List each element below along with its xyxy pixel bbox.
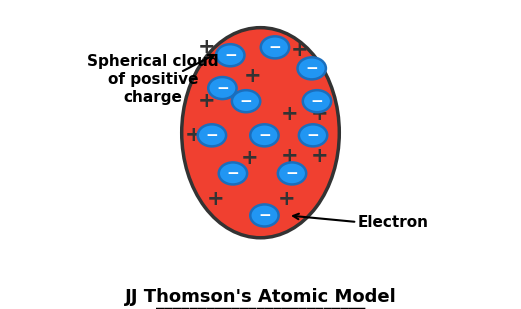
Ellipse shape (250, 205, 279, 226)
Text: −: − (258, 208, 271, 223)
Ellipse shape (198, 124, 226, 146)
Text: −: − (224, 48, 237, 63)
Ellipse shape (232, 90, 260, 112)
Text: of positive: of positive (107, 72, 198, 87)
Text: +: + (281, 146, 298, 166)
Text: Electron: Electron (358, 214, 429, 230)
Text: −: − (307, 128, 319, 143)
Text: JJ Thomson's Atomic Model: JJ Thomson's Atomic Model (125, 288, 396, 306)
Ellipse shape (261, 36, 289, 58)
Ellipse shape (182, 28, 339, 238)
Text: charge: charge (123, 90, 182, 105)
Ellipse shape (299, 124, 327, 146)
Text: +: + (198, 91, 216, 111)
Text: +: + (244, 66, 262, 86)
Text: −: − (286, 166, 299, 181)
Text: −: − (258, 128, 271, 143)
Text: Spherical cloud: Spherical cloud (87, 54, 219, 69)
Ellipse shape (250, 124, 279, 146)
Ellipse shape (219, 163, 247, 184)
Text: +: + (311, 104, 328, 124)
Text: −: − (305, 61, 318, 76)
Text: _________________________: _________________________ (156, 292, 365, 309)
Text: −: − (206, 128, 218, 143)
Ellipse shape (297, 57, 326, 79)
Text: −: − (240, 94, 253, 109)
Text: +: + (278, 189, 295, 209)
Text: −: − (268, 40, 281, 55)
Text: −: − (216, 81, 229, 95)
Text: +: + (185, 125, 202, 145)
Text: +: + (281, 104, 298, 124)
Ellipse shape (208, 77, 237, 99)
Text: +: + (241, 148, 259, 168)
Text: −: − (311, 94, 324, 109)
Text: +: + (311, 146, 328, 166)
Ellipse shape (278, 163, 306, 184)
Text: +: + (291, 40, 309, 60)
Ellipse shape (216, 44, 244, 66)
Text: +: + (207, 189, 225, 209)
Text: −: − (227, 166, 239, 181)
Ellipse shape (303, 90, 331, 112)
Text: +: + (198, 37, 216, 57)
